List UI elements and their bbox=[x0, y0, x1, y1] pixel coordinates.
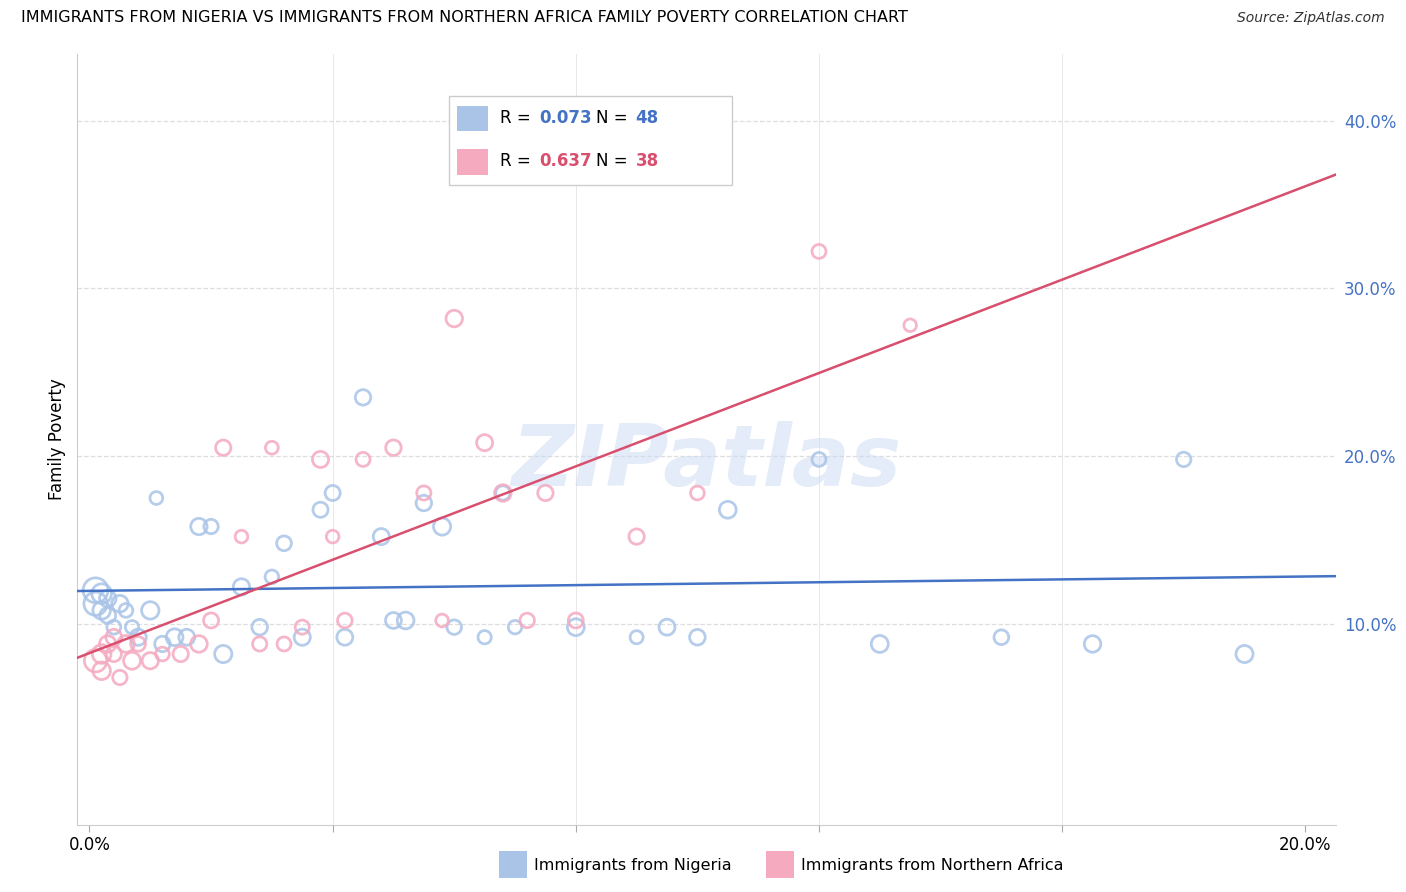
Point bbox=[382, 614, 405, 628]
Point bbox=[717, 502, 740, 516]
Point bbox=[200, 614, 222, 628]
Text: Immigrants from Nigeria: Immigrants from Nigeria bbox=[534, 858, 733, 872]
Point bbox=[212, 647, 235, 661]
Point bbox=[626, 530, 648, 544]
Point bbox=[807, 452, 830, 467]
Point bbox=[152, 637, 174, 651]
Point bbox=[231, 580, 253, 594]
Point bbox=[115, 637, 138, 651]
Point bbox=[352, 452, 374, 467]
Point bbox=[412, 496, 434, 510]
Point bbox=[84, 583, 107, 598]
Point bbox=[565, 620, 588, 634]
Point bbox=[249, 620, 271, 634]
Point bbox=[1173, 452, 1195, 467]
Point bbox=[291, 630, 314, 644]
Point bbox=[370, 530, 392, 544]
Point bbox=[97, 591, 120, 606]
Point bbox=[108, 671, 131, 685]
Point bbox=[474, 435, 496, 450]
Point bbox=[534, 486, 557, 500]
Y-axis label: Family Poverty: Family Poverty bbox=[48, 378, 66, 500]
Point bbox=[187, 637, 209, 651]
Point bbox=[212, 441, 235, 455]
Point bbox=[90, 647, 112, 661]
Point bbox=[90, 664, 112, 678]
Point bbox=[163, 630, 186, 644]
Point bbox=[990, 630, 1012, 644]
Point bbox=[103, 620, 125, 634]
Point bbox=[898, 318, 921, 333]
Point bbox=[492, 486, 515, 500]
Point bbox=[176, 630, 198, 644]
Point bbox=[121, 654, 143, 668]
Point bbox=[231, 530, 253, 544]
Point bbox=[655, 620, 678, 634]
Point bbox=[309, 502, 332, 516]
Point bbox=[443, 311, 465, 326]
Point bbox=[273, 637, 295, 651]
Point bbox=[394, 614, 416, 628]
Point bbox=[626, 630, 648, 644]
Point bbox=[97, 637, 120, 651]
Point bbox=[443, 620, 465, 634]
Point bbox=[249, 637, 271, 651]
Point bbox=[430, 614, 453, 628]
Text: Source: ZipAtlas.com: Source: ZipAtlas.com bbox=[1237, 12, 1385, 25]
Point bbox=[127, 630, 149, 644]
Point bbox=[170, 647, 193, 661]
Text: ZIPatlas: ZIPatlas bbox=[512, 421, 901, 504]
Point bbox=[90, 603, 112, 617]
Point bbox=[90, 587, 112, 601]
Point bbox=[686, 486, 709, 500]
Point bbox=[807, 244, 830, 259]
Point bbox=[474, 630, 496, 644]
Point bbox=[412, 486, 434, 500]
Point bbox=[115, 603, 138, 617]
Point bbox=[430, 519, 453, 533]
Point bbox=[103, 647, 125, 661]
Point bbox=[200, 519, 222, 533]
Point bbox=[84, 597, 107, 611]
Point bbox=[139, 603, 162, 617]
Text: Immigrants from Northern Africa: Immigrants from Northern Africa bbox=[801, 858, 1064, 872]
Point bbox=[322, 486, 344, 500]
Point bbox=[121, 620, 143, 634]
Text: IMMIGRANTS FROM NIGERIA VS IMMIGRANTS FROM NORTHERN AFRICA FAMILY POVERTY CORREL: IMMIGRANTS FROM NIGERIA VS IMMIGRANTS FR… bbox=[21, 11, 908, 25]
Point bbox=[333, 630, 356, 644]
Point bbox=[145, 491, 167, 505]
Point bbox=[492, 486, 515, 500]
Point bbox=[127, 637, 149, 651]
Point bbox=[1233, 647, 1256, 661]
Point bbox=[273, 536, 295, 550]
Point bbox=[352, 390, 374, 404]
Point bbox=[565, 614, 588, 628]
Point bbox=[139, 654, 162, 668]
Point bbox=[84, 654, 107, 668]
Point bbox=[260, 441, 283, 455]
Point bbox=[333, 614, 356, 628]
Point bbox=[97, 608, 120, 623]
Point bbox=[869, 637, 891, 651]
Point bbox=[291, 620, 314, 634]
Point bbox=[187, 519, 209, 533]
Point bbox=[152, 647, 174, 661]
Point bbox=[516, 614, 538, 628]
Point bbox=[1081, 637, 1104, 651]
Point bbox=[322, 530, 344, 544]
Point bbox=[103, 630, 125, 644]
Point bbox=[503, 620, 526, 634]
Point bbox=[108, 597, 131, 611]
Point bbox=[686, 630, 709, 644]
Point bbox=[309, 452, 332, 467]
Point bbox=[260, 570, 283, 584]
Point bbox=[382, 441, 405, 455]
